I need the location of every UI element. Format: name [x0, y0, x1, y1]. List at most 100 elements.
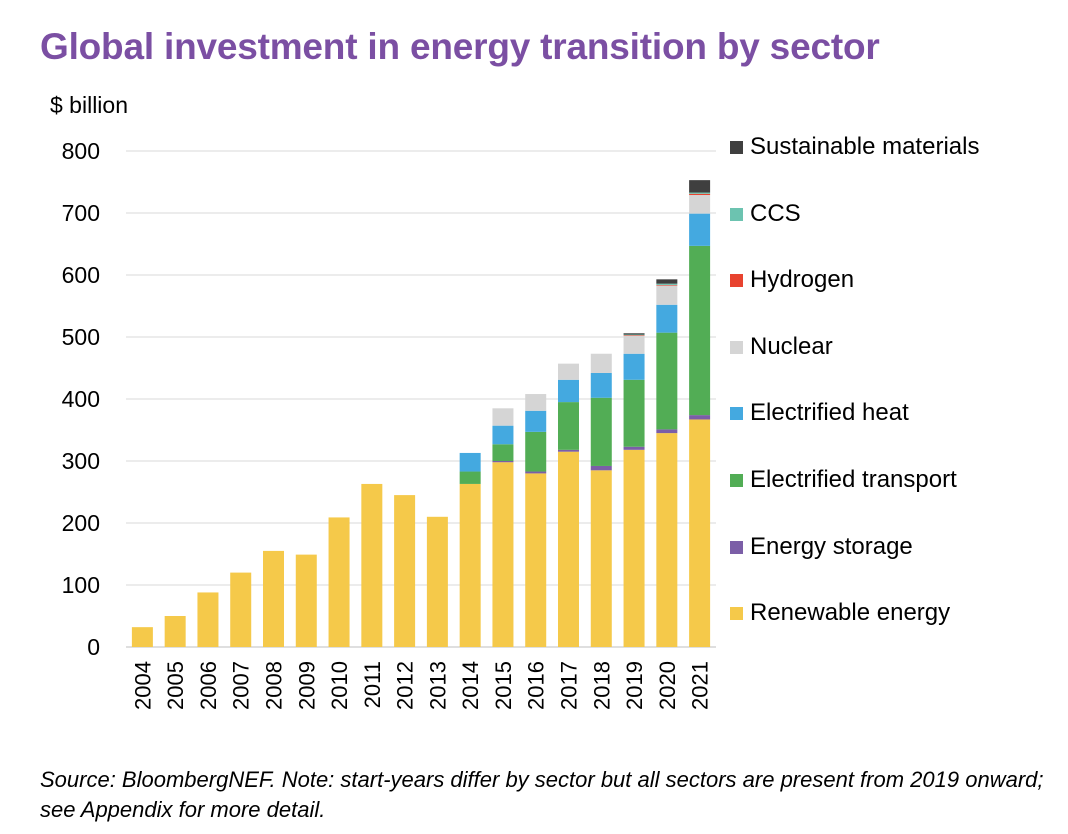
x-tick-label: 2005 [163, 661, 188, 710]
bar-segment-electrified-heat-2015 [492, 425, 514, 445]
x-tick-label: 2012 [393, 661, 418, 710]
bar-segment-electrified-heat-2021 [689, 213, 711, 246]
bar-segment-electrified-heat-2017 [558, 379, 579, 403]
x-tick-label: 2004 [130, 661, 155, 710]
bar-segment-renewable-energy-2020 [656, 433, 678, 647]
y-tick-label: 700 [62, 200, 100, 226]
bar-segment-renewable-energy-2018 [590, 470, 612, 647]
legend-swatch [730, 407, 743, 421]
bar-segment-electrified-transport-2018 [590, 397, 612, 466]
bar-segment-renewable-energy-2016 [525, 473, 547, 647]
bar-segment-ccs-2021 [689, 192, 711, 194]
bar-segment-electrified-heat-2014 [459, 452, 481, 472]
x-tick-label: 2010 [327, 661, 352, 710]
bar-segment-energy-storage-2020 [656, 429, 678, 434]
x-tick-label: 2017 [557, 661, 582, 710]
y-tick-label: 400 [62, 386, 100, 412]
bar-segment-electrified-transport-2019 [623, 379, 645, 447]
x-tick-label: 2011 [360, 661, 385, 708]
bar-segment-electrified-heat-2016 [525, 410, 547, 432]
legend-label: Sustainable materials [750, 133, 980, 160]
bar-segment-renewable-energy-2007 [230, 572, 252, 647]
bar-segment-energy-storage-2017 [558, 449, 579, 452]
bar-segment-sustainable-materials-2020 [656, 279, 678, 284]
bar-segment-nuclear-2016 [525, 394, 547, 411]
bar-segment-nuclear-2021 [689, 195, 711, 214]
legend-swatch [730, 540, 743, 554]
legend-swatch [730, 474, 743, 487]
y-tick-label: 500 [62, 324, 100, 350]
legend-label: Electrified heat [750, 399, 909, 427]
bar-segment-nuclear-2019 [623, 335, 645, 354]
x-tick-label: 2013 [425, 661, 450, 710]
bar-segment-energy-storage-2021 [689, 415, 711, 420]
bar-segment-electrified-transport-2014 [459, 471, 481, 484]
legend-swatch [730, 207, 743, 221]
y-axis-unit-label: $ billion [50, 92, 128, 118]
bar-segment-renewable-energy-2010 [328, 517, 350, 647]
legend-label: Electrified transport [750, 466, 957, 493]
bar-segment-electrified-transport-2020 [656, 332, 678, 430]
bar-segment-sustainable-materials-2019 [623, 333, 645, 335]
bar-segment-energy-storage-2015 [492, 461, 514, 463]
x-tick-label: 2019 [622, 661, 647, 710]
legend-swatch [730, 607, 743, 621]
bar-segment-sustainable-materials-2021 [689, 180, 711, 193]
bar-segment-renewable-energy-2014 [459, 483, 481, 647]
bar-segment-hydrogen-2019 [623, 335, 645, 336]
bar-segment-electrified-transport-2017 [558, 402, 579, 450]
bar-segment-renewable-energy-2012 [394, 495, 416, 647]
bar-segment-renewable-energy-2005 [164, 616, 186, 647]
x-tick-label: 2015 [491, 661, 516, 710]
y-tick-label: 600 [62, 262, 100, 288]
legend-swatch [730, 274, 743, 288]
legend-label: Hydrogen [750, 266, 855, 294]
bar-segment-renewable-energy-2004 [131, 627, 153, 647]
legend-label: CCS [750, 199, 801, 227]
bar-segment-ccs-2019 [623, 334, 645, 336]
bar-segment-nuclear-2018 [590, 353, 612, 373]
x-tick-label: 2021 [688, 661, 713, 710]
bar-segment-renewable-energy-2019 [623, 449, 645, 647]
gridlines [126, 150, 716, 648]
bar-segment-renewable-energy-2006 [197, 592, 219, 647]
x-tick-label: 2006 [196, 661, 221, 710]
y-tick-label: 800 [62, 138, 100, 164]
bar-segment-electrified-transport-2016 [525, 431, 547, 472]
y-tick-label: 300 [62, 448, 100, 474]
x-tick-label: 2007 [229, 661, 254, 710]
bar-segment-renewable-energy-2017 [558, 451, 579, 647]
legend-swatch [730, 141, 743, 154]
bar-segment-electrified-heat-2020 [656, 304, 678, 333]
bars [131, 180, 711, 647]
x-tick-label: 2018 [589, 661, 614, 710]
bar-segment-renewable-energy-2009 [295, 554, 317, 647]
bar-segment-energy-storage-2016 [525, 471, 547, 474]
chart-title: Global investment in energy transition b… [40, 26, 880, 67]
legend-label: Nuclear [750, 332, 833, 360]
legend-swatch [730, 340, 743, 354]
x-tick-label: 2014 [458, 661, 483, 710]
bar-segment-hydrogen-2020 [656, 284, 678, 286]
bar-segment-energy-storage-2018 [590, 465, 612, 471]
legend-label: Renewable energy [750, 599, 951, 627]
bar-segment-renewable-energy-2015 [492, 462, 514, 647]
x-tick-label: 2020 [655, 661, 680, 710]
legend-label: Energy storage [750, 532, 913, 560]
x-tick-label: 2016 [524, 661, 549, 710]
y-tick-label: 200 [62, 510, 100, 536]
x-tick-label: 2008 [262, 661, 287, 710]
bar-segment-renewable-energy-2011 [361, 483, 383, 647]
bar-segment-electrified-heat-2018 [590, 372, 612, 398]
source-note: Source: BloombergNEF. Note: start-years … [40, 767, 1044, 822]
bar-segment-renewable-energy-2021 [689, 419, 711, 647]
bar-segment-ccs-2020 [656, 283, 678, 285]
y-axis-ticks: 0 100 200 300 400 500 600 700 800 [62, 138, 100, 660]
bar-segment-renewable-energy-2013 [426, 516, 448, 647]
bar-segment-electrified-transport-2015 [492, 444, 514, 461]
x-tick-label: 2009 [294, 661, 319, 710]
bar-segment-energy-storage-2019 [623, 446, 645, 450]
bar-segment-nuclear-2015 [492, 408, 514, 426]
bar-segment-hydrogen-2021 [689, 193, 711, 196]
